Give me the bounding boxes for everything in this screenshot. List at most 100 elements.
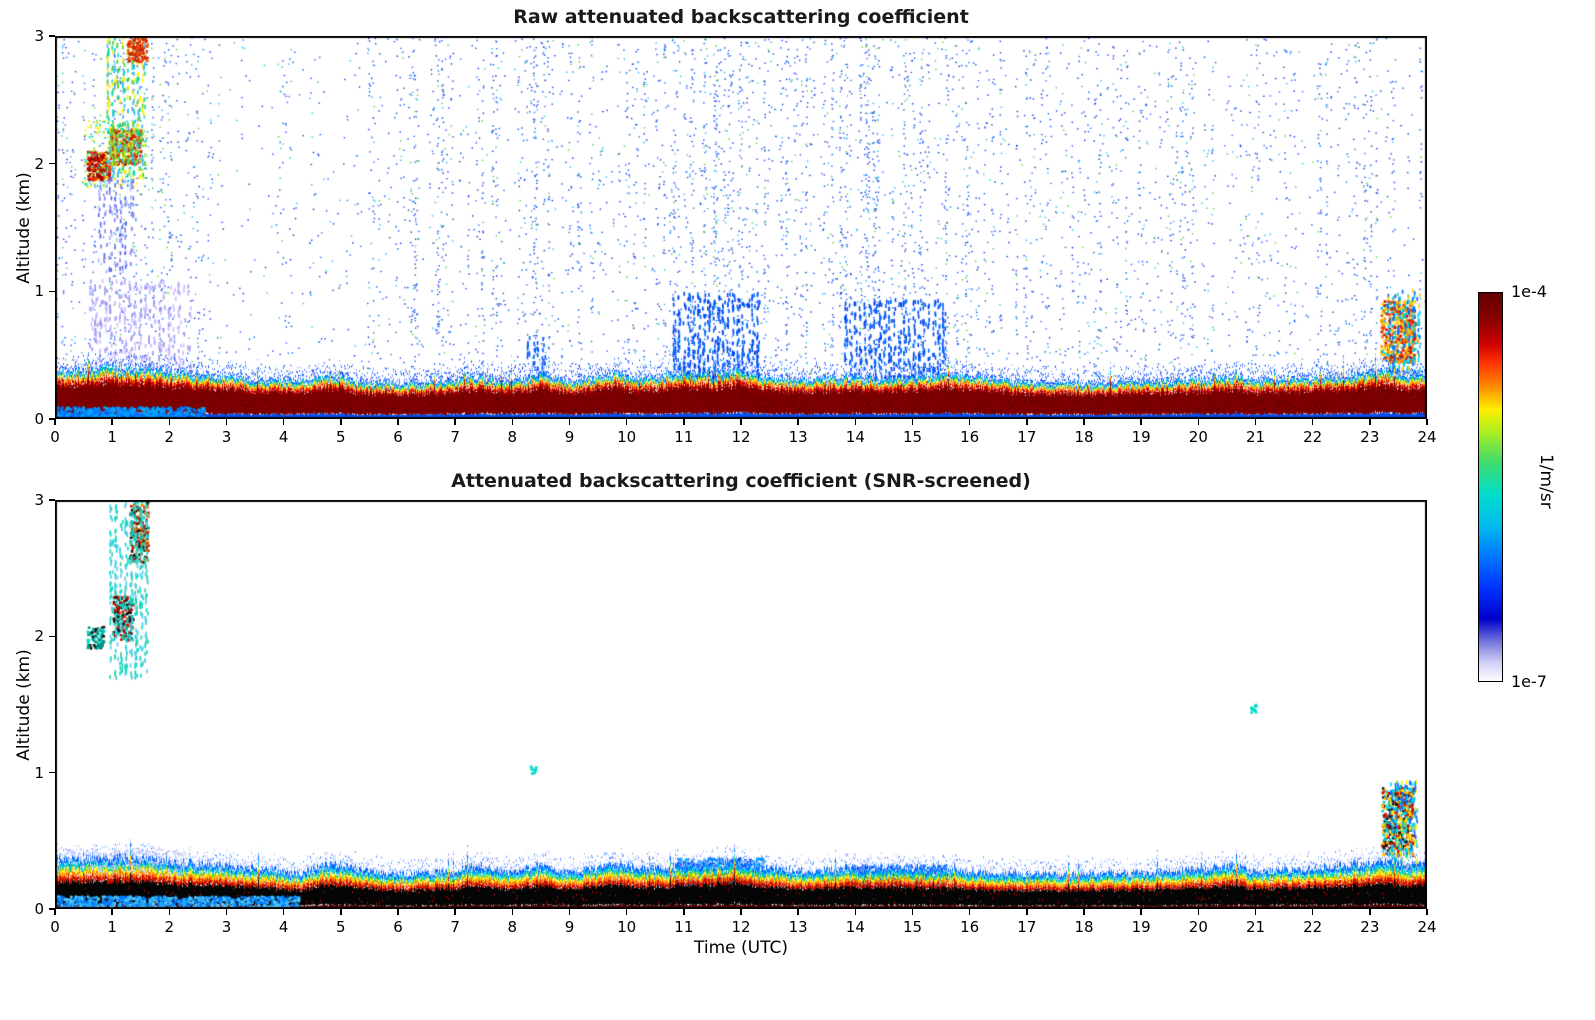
y-tick-label: 3	[34, 27, 44, 45]
x-tick-mark	[397, 419, 399, 425]
y-tick-label: 1	[34, 282, 44, 300]
x-tick-mark	[912, 909, 914, 915]
x-tick-label: 14	[846, 918, 865, 936]
figure: Raw attenuated backscattering coefficien…	[0, 0, 1595, 1020]
x-tick-mark	[1369, 419, 1371, 425]
colorbar-min-label: 1e-7	[1511, 672, 1547, 691]
heatmap-canvas-screened	[55, 500, 1427, 909]
x-tick-mark	[54, 909, 56, 915]
x-tick-mark	[626, 419, 628, 425]
x-tick-mark	[969, 419, 971, 425]
x-tick-label: 7	[450, 428, 460, 446]
x-tick-mark	[569, 909, 571, 915]
y-tick-mark	[49, 418, 55, 420]
x-tick-mark	[1426, 909, 1428, 915]
x-tick-label: 15	[903, 428, 922, 446]
x-tick-label: 4	[279, 428, 289, 446]
x-tick-mark	[1083, 419, 1085, 425]
colorbar-unit-label: 1/m/sr	[1536, 454, 1556, 509]
colorbar	[1478, 292, 1503, 682]
x-tick-mark	[1140, 909, 1142, 915]
x-tick-mark	[683, 419, 685, 425]
x-tick-label: 1	[107, 918, 117, 936]
x-tick-label: 12	[731, 428, 750, 446]
x-tick-label: 23	[1360, 918, 1379, 936]
x-tick-label: 5	[336, 428, 346, 446]
y-axis-label-screened: Altitude (km)	[14, 649, 34, 761]
x-tick-label: 11	[674, 428, 693, 446]
x-tick-mark	[512, 909, 514, 915]
panel-title-raw: Raw attenuated backscattering coefficien…	[55, 6, 1427, 28]
x-tick-label: 15	[903, 918, 922, 936]
x-tick-label: 2	[165, 428, 175, 446]
x-tick-mark	[512, 419, 514, 425]
x-tick-label: 13	[789, 918, 808, 936]
x-tick-label: 14	[846, 428, 865, 446]
x-tick-label: 13	[789, 428, 808, 446]
x-tick-label: 22	[1303, 918, 1322, 936]
x-tick-label: 22	[1303, 428, 1322, 446]
x-tick-label: 19	[1132, 918, 1151, 936]
x-tick-mark	[683, 909, 685, 915]
x-tick-mark	[169, 419, 171, 425]
x-tick-mark	[111, 909, 113, 915]
x-tick-mark	[1312, 419, 1314, 425]
x-tick-label: 16	[960, 918, 979, 936]
x-tick-mark	[1255, 909, 1257, 915]
x-tick-label: 11	[674, 918, 693, 936]
x-tick-mark	[1426, 419, 1428, 425]
y-tick-mark	[49, 772, 55, 774]
x-tick-label: 21	[1246, 918, 1265, 936]
x-tick-label: 18	[1074, 918, 1093, 936]
y-tick-label: 2	[34, 155, 44, 173]
x-tick-mark	[111, 419, 113, 425]
x-tick-mark	[226, 909, 228, 915]
x-tick-label: 20	[1189, 918, 1208, 936]
panel-title-screened: Attenuated backscattering coefficient (S…	[55, 470, 1427, 492]
x-tick-mark	[1198, 419, 1200, 425]
x-tick-mark	[1026, 909, 1028, 915]
x-tick-mark	[1369, 909, 1371, 915]
x-tick-label: 4	[279, 918, 289, 936]
y-tick-label: 0	[34, 410, 44, 428]
x-tick-mark	[454, 419, 456, 425]
x-tick-mark	[1198, 909, 1200, 915]
x-tick-label: 6	[393, 428, 403, 446]
x-tick-label: 17	[1017, 918, 1036, 936]
y-tick-label: 0	[34, 900, 44, 918]
y-tick-mark	[49, 35, 55, 37]
x-tick-label: 5	[336, 918, 346, 936]
x-tick-mark	[740, 909, 742, 915]
x-tick-mark	[912, 419, 914, 425]
x-tick-mark	[340, 909, 342, 915]
x-tick-mark	[855, 419, 857, 425]
x-tick-label: 0	[50, 918, 60, 936]
x-tick-mark	[283, 909, 285, 915]
heatmap-canvas-raw	[55, 36, 1427, 419]
x-tick-label: 20	[1189, 428, 1208, 446]
x-tick-mark	[397, 909, 399, 915]
x-tick-mark	[1140, 419, 1142, 425]
x-tick-label: 2	[165, 918, 175, 936]
y-tick-mark	[49, 499, 55, 501]
x-tick-mark	[169, 909, 171, 915]
y-tick-mark	[49, 908, 55, 910]
x-tick-label: 3	[222, 428, 232, 446]
x-tick-mark	[1312, 909, 1314, 915]
x-tick-mark	[855, 909, 857, 915]
x-tick-label: 6	[393, 918, 403, 936]
x-tick-mark	[226, 419, 228, 425]
plot-area-raw	[55, 36, 1427, 419]
x-tick-mark	[454, 909, 456, 915]
x-tick-label: 10	[617, 428, 636, 446]
x-tick-mark	[969, 909, 971, 915]
x-tick-label: 8	[508, 428, 518, 446]
x-tick-label: 18	[1074, 428, 1093, 446]
x-tick-label: 0	[50, 428, 60, 446]
x-tick-mark	[283, 419, 285, 425]
x-tick-label: 16	[960, 428, 979, 446]
y-tick-mark	[49, 291, 55, 293]
x-tick-mark	[626, 909, 628, 915]
x-tick-label: 9	[565, 918, 575, 936]
y-axis-label-raw: Altitude (km)	[14, 172, 34, 284]
